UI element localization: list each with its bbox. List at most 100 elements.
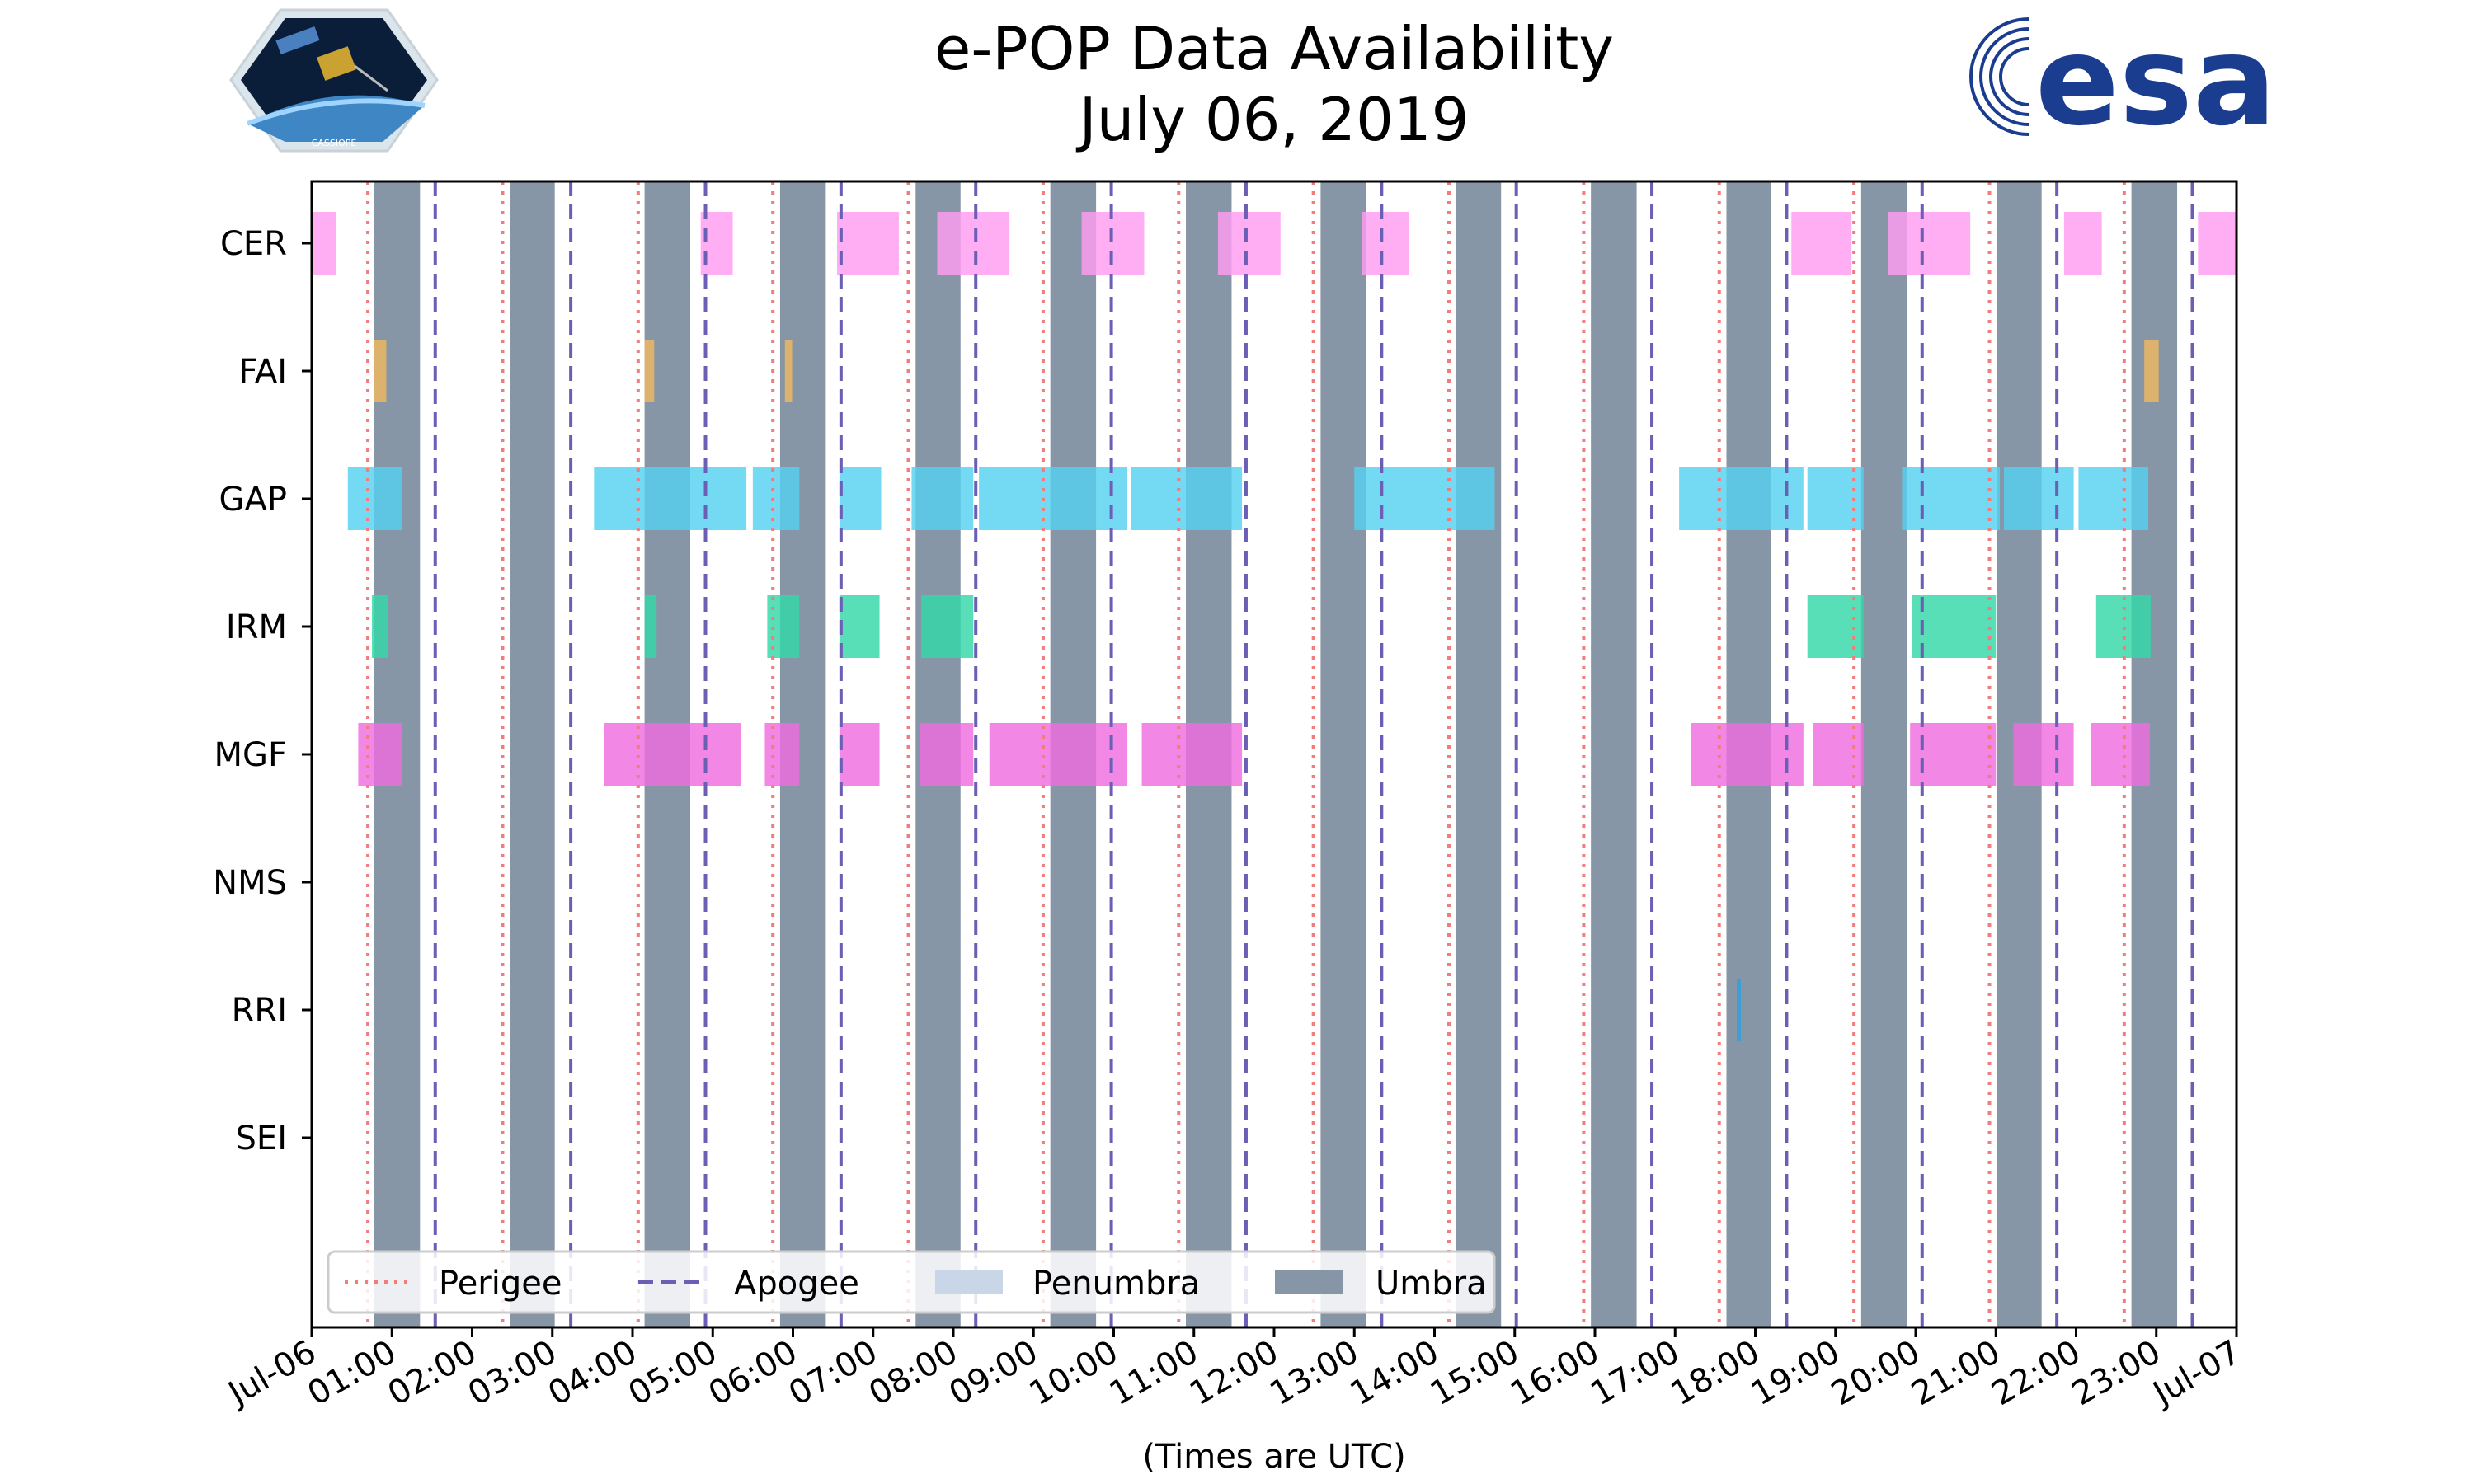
umbra-band [510, 181, 555, 1327]
x-tick-label: 20:00 [1825, 1333, 1926, 1413]
bar-irm [839, 595, 880, 658]
x-tick-label: 18:00 [1665, 1333, 1766, 1413]
x-tick-label: 05:00 [622, 1333, 723, 1413]
bar-cer [1887, 212, 1971, 275]
y-axis: CER FAI GAP IRM MGF NMS RRI SEI [213, 225, 312, 1158]
bar-irm [371, 595, 388, 658]
legend-perigee-label: Perigee [439, 1265, 562, 1303]
x-tick-label: Jul-06 [220, 1333, 322, 1414]
bar-gap [1131, 467, 1243, 530]
bar-irm [1912, 595, 1997, 658]
bar-gap [1902, 467, 2001, 530]
y-tick-label: SEI [236, 1120, 287, 1158]
bar-gap [594, 467, 747, 530]
legend-penumbra-swatch [935, 1270, 1003, 1294]
x-tick-label: 17:00 [1584, 1333, 1686, 1413]
x-tick-label: 06:00 [703, 1333, 804, 1413]
x-tick-label: 02:00 [382, 1333, 483, 1413]
x-tick-label: Jul-07 [2145, 1333, 2247, 1414]
x-tick-label: 11:00 [1103, 1333, 1205, 1413]
bar-gap [347, 467, 402, 530]
x-tick-label: 04:00 [542, 1333, 643, 1413]
x-tick-label: 16:00 [1504, 1333, 1606, 1413]
x-tick-label: 08:00 [863, 1333, 964, 1413]
x-tick-label: 13:00 [1263, 1333, 1365, 1413]
umbra-band [1320, 181, 1366, 1327]
orbit-lines [366, 181, 2194, 1327]
bar-mgf [839, 723, 880, 786]
y-tick-label: IRM [226, 608, 287, 646]
legend-frame [327, 1250, 1496, 1314]
x-axis: Jul-0601:0002:0003:0004:0005:0006:0007:0… [220, 1327, 2247, 1414]
bar-cer [937, 212, 1010, 275]
bar-gap [1354, 467, 1495, 530]
bar-mgf [604, 723, 741, 786]
bar-mgf [1813, 723, 1864, 786]
bar-gap [839, 467, 882, 530]
bar-fai [2144, 340, 2159, 402]
x-tick-label: 19:00 [1745, 1333, 1846, 1413]
cassiope-logo-satellite-icon [275, 26, 388, 92]
y-tick-label: CER [220, 225, 287, 263]
y-tick-label: NMS [213, 864, 287, 902]
cassiope-logo-earth-glow [246, 98, 426, 126]
umbra-band [1591, 181, 1637, 1327]
bar-cer [1362, 212, 1409, 275]
bar-mgf [920, 723, 974, 786]
legend-apogee-label: Apogee [734, 1265, 859, 1303]
bar-mgf [1910, 723, 1997, 786]
bar-mgf [989, 723, 1128, 786]
esa-logo: esa [1969, 10, 2276, 153]
bar-gap [979, 467, 1128, 530]
bar-fai [374, 340, 387, 402]
x-tick-label: 09:00 [943, 1333, 1044, 1413]
x-tick-label: 15:00 [1424, 1333, 1526, 1413]
bar-irm [921, 595, 974, 658]
x-tick-label: 01:00 [301, 1333, 402, 1413]
bar-cer [836, 212, 899, 275]
esa-logo-mask [2029, 16, 2095, 137]
x-tick-label: 10:00 [1023, 1333, 1125, 1413]
x-tick-label: 03:00 [462, 1333, 563, 1413]
bar-mgf [2013, 723, 2074, 786]
bar-rri [1737, 979, 1741, 1041]
bar-gap [2078, 467, 2149, 530]
bar-gap [911, 467, 974, 530]
bar-cer [2198, 212, 2236, 275]
x-axis-label: (Times are UTC) [1142, 1438, 1405, 1476]
x-tick-label: 21:00 [1905, 1333, 2006, 1413]
y-tick-label: FAI [239, 353, 288, 391]
bar-irm [644, 595, 657, 658]
bar-cer [1791, 212, 1852, 275]
umbra-band [1456, 181, 1502, 1327]
bar-fai [644, 340, 655, 402]
bar-fai [784, 340, 793, 402]
x-tick-label: 14:00 [1344, 1333, 1446, 1413]
bar-gap [752, 467, 800, 530]
bar-mgf [1691, 723, 1804, 786]
bar-cer [2063, 212, 2102, 275]
bar-gap [1679, 467, 1804, 530]
data-bars [312, 212, 2236, 1041]
cassiope-logo-earth [247, 95, 425, 142]
y-tick-label: GAP [219, 481, 287, 519]
legend-penumbra-label: Penumbra [1032, 1265, 1200, 1303]
bar-gap [2003, 467, 2074, 530]
legend-umbra-label: Umbra [1376, 1265, 1487, 1303]
x-tick-label: 22:00 [1986, 1333, 2087, 1413]
chart-title-line2: July 06, 2019 [1076, 85, 1470, 154]
bar-mgf [358, 723, 402, 786]
legend: Perigee Apogee Penumbra Umbra [327, 1250, 1496, 1314]
y-tick-label: RRI [232, 992, 287, 1030]
esa-logo-text: esa [2035, 10, 2276, 153]
y-tick-label: MGF [214, 736, 287, 774]
umbra-band [1860, 181, 1907, 1327]
bar-cer [1217, 212, 1281, 275]
bar-mgf [764, 723, 800, 786]
x-tick-label: 07:00 [783, 1333, 884, 1413]
cassiope-logo: CASSIOPE [229, 8, 439, 153]
x-tick-label: 12:00 [1183, 1333, 1285, 1413]
chart-title-line1: e-POP Data Availability [934, 14, 1614, 83]
bar-cer [312, 212, 336, 275]
